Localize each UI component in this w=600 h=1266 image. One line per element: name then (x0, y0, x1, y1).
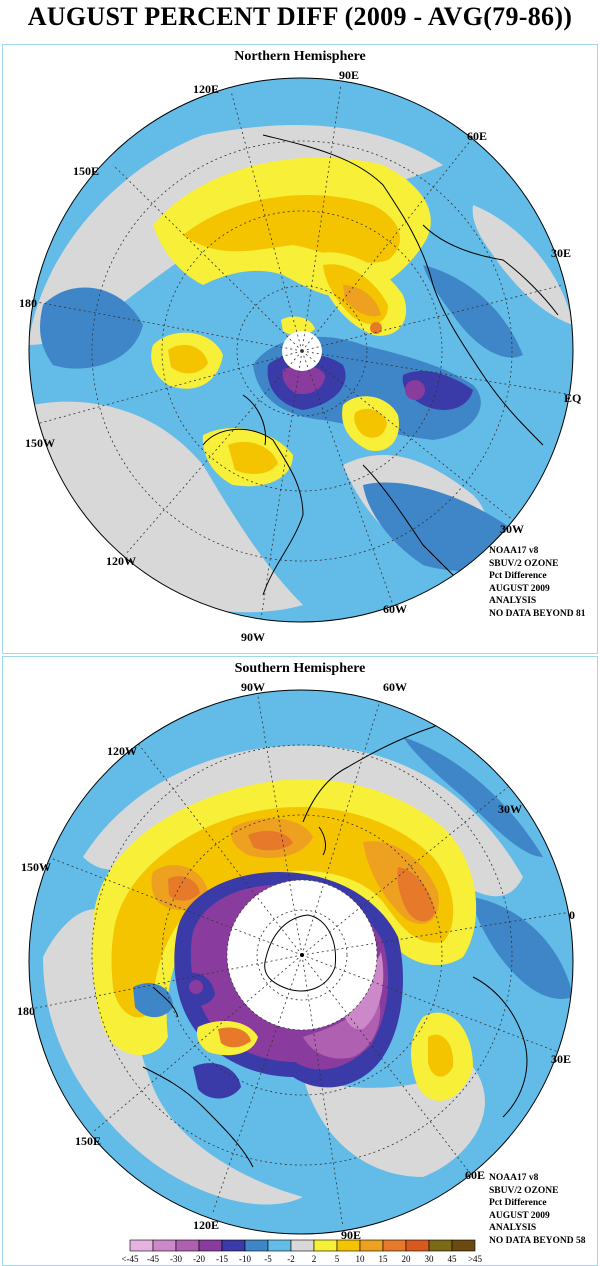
colorbar-swatch (336, 1239, 361, 1252)
info-line: SBUV/2 OZONE (489, 558, 559, 569)
nh-lon-label: 60W (383, 602, 407, 616)
nh-lon-label: 120W (106, 554, 136, 568)
colorbar-swatch (267, 1239, 292, 1252)
colorbar-swatch (359, 1239, 384, 1252)
northern-map: 90E 60E 30E EQ 30W 60W 90W 120W 150W 180… (19, 68, 581, 644)
northern-info-block: NOAA17 v8 SBUV/2 OZONE Pct Difference AU… (489, 545, 586, 620)
colorbar-label: 10 (356, 1254, 366, 1264)
info-line: SBUV/2 OZONE (489, 1185, 559, 1196)
nh-lon-label: 30W (500, 522, 524, 536)
northern-panel-title: Northern Hemisphere (234, 49, 366, 64)
colorbar-swatch (451, 1239, 476, 1252)
colorbar-swatch (428, 1239, 453, 1252)
colorbar-swatch (405, 1239, 430, 1252)
nh-lon-label: 150E (73, 164, 99, 178)
colorbar-label: -5 (264, 1254, 272, 1264)
colorbar-label: 30 (425, 1254, 435, 1264)
colorbar: <-45 -45 -30 -20 -15 -10 -5 -2 2 5 10 15 20 30 45 >45 (121, 1239, 483, 1264)
nh-lon-label: 150W (25, 436, 55, 450)
colorbar-label: 2 (312, 1254, 317, 1264)
sh-lon-label: 30W (498, 802, 522, 816)
colorbar-label: <-45 (121, 1254, 139, 1264)
colorbar-swatch (290, 1239, 315, 1252)
nh-lon-label: 90W (241, 630, 265, 644)
sh-lon-label: 60W (383, 680, 407, 694)
sh-lon-label: 120E (193, 1218, 219, 1232)
colorbar-label: -2 (287, 1254, 295, 1264)
colorbar-label: 20 (402, 1254, 412, 1264)
southern-panel-title: Southern Hemisphere (234, 661, 366, 676)
sh-lon-label: 90E (341, 1228, 361, 1242)
colorbar-swatch (244, 1239, 269, 1252)
info-line: AUGUST 2009 (489, 583, 550, 594)
southern-info-block: NOAA17 v8 SBUV/2 OZONE Pct Difference AU… (489, 1172, 586, 1247)
info-line: NOAA17 v8 (489, 546, 539, 556)
colorbar-swatch (152, 1239, 177, 1252)
sh-lon-label: 150E (75, 1134, 101, 1148)
colorbar-swatch (175, 1239, 200, 1252)
southern-map: 90W 60W 30W 0 30E 60E 90E 120E 150E 180 … (17, 680, 575, 1242)
colorbar-label: -15 (216, 1254, 228, 1264)
nh-lon-label: 60E (467, 129, 487, 143)
nh-lon-label: EQ (564, 391, 581, 405)
sh-lon-label: 180 (17, 1004, 35, 1018)
info-line: Pct Difference (489, 1198, 547, 1208)
colorbar-swatch (313, 1239, 338, 1252)
colorbar-label: 5 (335, 1254, 340, 1264)
colorbar-label: -10 (239, 1254, 251, 1264)
colorbar-swatch (221, 1239, 246, 1252)
southern-hemisphere-panel: Southern Hemisphere (2, 656, 598, 1266)
colorbar-label: -45 (147, 1254, 159, 1264)
colorbar-swatch (129, 1239, 154, 1252)
colorbar-label: 45 (448, 1254, 458, 1264)
colorbar-label: >45 (468, 1254, 483, 1264)
colorbar-label: -20 (193, 1254, 205, 1264)
sh-lon-label: 30E (551, 1052, 571, 1066)
colorbar-swatch (382, 1239, 407, 1252)
colorbar-label: -30 (170, 1254, 182, 1264)
sh-lon-label: 150W (21, 860, 51, 874)
sh-lon-label: 90W (241, 680, 265, 694)
sh-lon-label: 0 (569, 908, 575, 922)
info-line: Pct Difference (489, 571, 547, 581)
info-line: ANALYSIS (489, 1223, 537, 1233)
northern-hemisphere-panel: Northern Hemisphere (2, 44, 598, 654)
nh-lon-label: 30E (551, 246, 571, 260)
info-line: ANALYSIS (489, 596, 537, 606)
colorbar-swatch (198, 1239, 223, 1252)
nh-lon-label: 180 (19, 296, 37, 310)
colorbar-label: 15 (379, 1254, 389, 1264)
sh-lon-label: 120W (107, 744, 137, 758)
nh-lon-label: 120E (193, 82, 219, 96)
info-line: NOAA17 v8 (489, 1173, 539, 1183)
info-line: NO DATA BEYOND 81 (489, 608, 586, 619)
page-title: AUGUST PERCENT DIFF (2009 - AVG(79-86)) (27, 2, 573, 31)
sh-lon-label: 60E (465, 1168, 485, 1182)
nh-lon-label: 90E (339, 68, 359, 82)
info-line: AUGUST 2009 (489, 1210, 550, 1221)
info-line: NO DATA BEYOND 58 (489, 1235, 586, 1246)
